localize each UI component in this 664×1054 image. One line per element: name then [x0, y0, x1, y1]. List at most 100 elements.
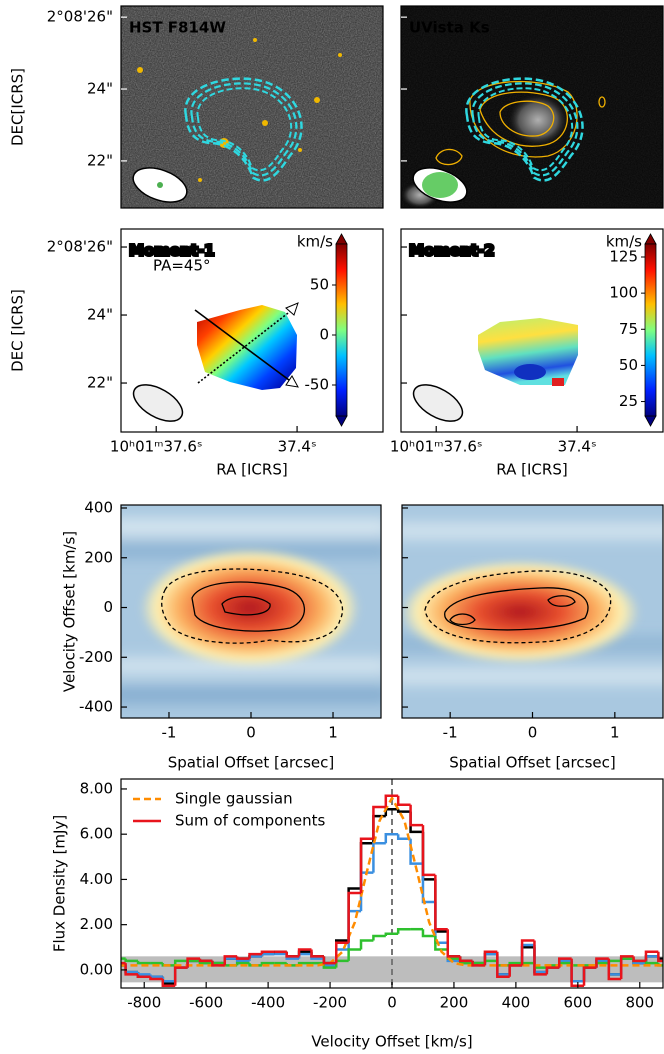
- pv-left: [121, 505, 381, 718]
- stripe: [402, 670, 663, 682]
- contours: [465, 77, 584, 182]
- contour: [196, 87, 292, 172]
- spectrum-step: [186, 957, 200, 968]
- spectrum-step: [223, 955, 238, 966]
- spectrum-step: [372, 841, 386, 873]
- x-tick-label: 37.4ˢ: [558, 438, 597, 456]
- spectrum-step: [161, 978, 176, 987]
- contour: [499, 100, 555, 137]
- y-tick-label: -400: [79, 698, 113, 716]
- stripe: [402, 525, 663, 537]
- moment2-map: [412, 318, 578, 422]
- moment1-map: [132, 302, 299, 422]
- panel-title: UVista Ks: [409, 19, 490, 37]
- spectrum-step: [124, 963, 139, 976]
- pv-emission: [402, 560, 640, 664]
- contour: [444, 587, 589, 631]
- spectrum-step: [149, 974, 163, 978]
- contour: [191, 581, 306, 632]
- colorbar: [335, 243, 348, 417]
- x-tick-label: -200: [313, 994, 347, 1012]
- colorbar-tick-label: 75: [619, 320, 638, 338]
- spectrum-step: [446, 929, 461, 958]
- y-tick-label: -200: [79, 648, 113, 666]
- y-tick-label: 4.00: [80, 870, 113, 888]
- spectrum-step: [595, 957, 609, 968]
- source: [198, 178, 202, 182]
- hst-image: [121, 6, 383, 208]
- spectrum-step: [421, 831, 436, 881]
- arrow-head: [285, 375, 299, 388]
- spectrum-step: [557, 957, 572, 968]
- dispersion-field: [478, 318, 578, 385]
- y-tick-label: 0: [103, 598, 113, 616]
- panel-title: HST F814W: [129, 19, 226, 37]
- colorbar-cap: [644, 415, 657, 427]
- spectrum-step: [198, 958, 213, 963]
- source: [298, 148, 302, 152]
- contour: [424, 570, 612, 644]
- spectrum-step: [570, 958, 585, 987]
- x-tick-label: 10ʰ01ᵐ37.6ˢ: [390, 438, 483, 456]
- colorbar-cap: [335, 233, 348, 245]
- y-tick-label: 24": [87, 306, 113, 324]
- spectrum-step: [545, 966, 560, 975]
- y-tick-label: 200: [84, 548, 113, 566]
- axes-frame: [400, 5, 664, 209]
- colorbar-cap: [335, 415, 348, 427]
- spectrum-step: [359, 939, 374, 950]
- spectrum-step: [632, 956, 646, 963]
- spectrum-step: [520, 939, 535, 966]
- x-tick-label: 600: [564, 994, 593, 1012]
- source: [137, 67, 143, 73]
- spectrum-step: [285, 951, 300, 958]
- x-tick-label: 0: [387, 994, 397, 1012]
- spectrum-step: [347, 948, 362, 961]
- dispersion-peak: [514, 364, 546, 380]
- annotation: PA=45°: [153, 257, 211, 275]
- spectrum-step: [582, 966, 597, 986]
- legend-label: Sum of components: [175, 812, 325, 830]
- colorbar-tick-label: 25: [619, 392, 638, 410]
- contour: [479, 91, 568, 147]
- spectrum-step: [235, 961, 250, 966]
- spectrum-step: [409, 838, 423, 865]
- colorbar-tick-label: 0: [319, 326, 329, 344]
- x-tick-label: 0: [246, 724, 256, 742]
- contour: [469, 80, 578, 158]
- spectrum-step: [434, 902, 448, 945]
- x-tick-label: 200: [440, 994, 469, 1012]
- y-axis-label: DEC[ICRS]: [9, 68, 27, 146]
- spectrum-step: [496, 951, 510, 978]
- spectrum-step: [396, 795, 411, 807]
- y-tick-label: 6.00: [80, 825, 113, 843]
- y-tick-label: 24": [87, 80, 113, 98]
- x-axis-label: Spatial Offset [arcsec]: [449, 754, 616, 772]
- x-tick-label: 400: [502, 994, 531, 1012]
- spectrum-step: [434, 935, 448, 951]
- spectrum-step: [409, 811, 423, 834]
- y-tick-label: 2°08'26": [47, 8, 113, 26]
- y-tick-label: 2°08'26": [47, 238, 113, 256]
- colorbar-cap: [644, 233, 657, 245]
- x-tick-label: -400: [251, 994, 285, 1012]
- x-axis-label: RA [ICRS]: [496, 461, 567, 479]
- spectrum-step: [173, 966, 188, 986]
- x-tick-label: 10ʰ01ᵐ37.6ˢ: [110, 438, 203, 456]
- axes-frame: [400, 228, 664, 433]
- spectrum-step: [335, 941, 349, 964]
- x-tick-label: -600: [189, 994, 223, 1012]
- contour: [465, 77, 584, 182]
- spectrum-step: [384, 794, 399, 808]
- y-tick-label: 2.00: [80, 915, 113, 933]
- pv-emission: [140, 548, 360, 668]
- spectrum-step: [607, 958, 622, 981]
- x-tick-label: 37.4ˢ: [278, 438, 317, 456]
- spectrum-step: [483, 950, 498, 966]
- spectrum-step: [421, 863, 436, 904]
- spectrum-step: [446, 931, 461, 958]
- spectrum-step: [644, 960, 659, 965]
- source: [314, 97, 320, 103]
- spectrum-step: [396, 927, 411, 934]
